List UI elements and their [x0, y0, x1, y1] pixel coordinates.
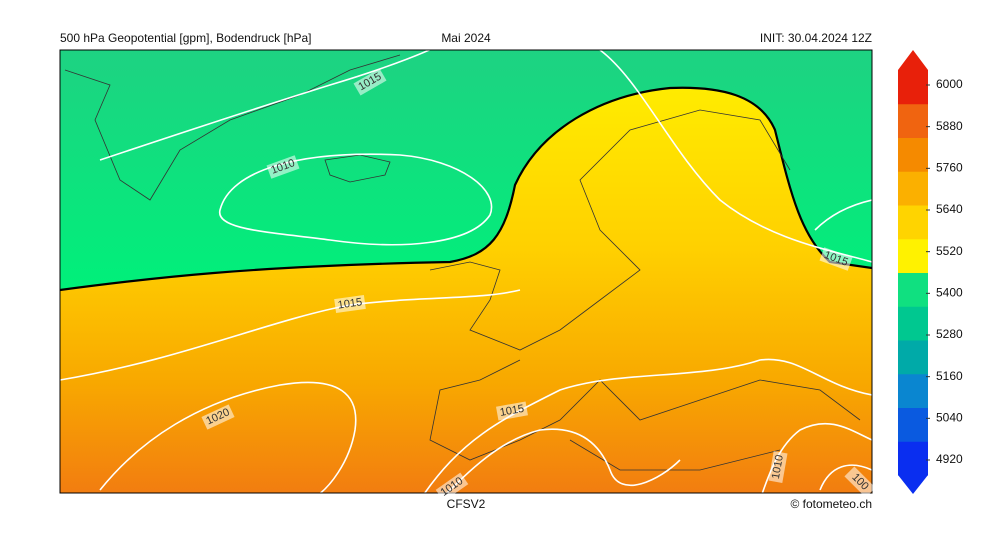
colorbar-band	[898, 205, 928, 240]
coast-greenland	[64, 54, 401, 201]
colorbar-band	[898, 407, 928, 442]
isobar-label-text: 1015	[337, 296, 363, 311]
isobar-label-bg	[496, 401, 528, 421]
isobar-label: 1015	[819, 247, 853, 271]
colorbar-tick-label: 6000	[936, 77, 963, 91]
colorbar-band	[898, 272, 928, 307]
isobar	[99, 50, 432, 161]
isobar-label-bg	[844, 466, 876, 498]
coast-europe	[429, 109, 861, 471]
isobar	[445, 422, 872, 493]
isobar-label-text: 1015	[499, 403, 525, 419]
colorbar-band	[898, 373, 928, 408]
isobar-label: 1010	[768, 451, 788, 483]
isobar-label-bg	[201, 404, 235, 430]
isobar-label-bg	[266, 155, 300, 179]
colorbar-band	[898, 340, 928, 375]
colorbar-band	[898, 103, 928, 138]
isobar-label: 1015	[334, 294, 366, 314]
isobar-label-text: 1010	[770, 454, 786, 480]
colorbar-tick-label: 5160	[936, 369, 963, 383]
colorbar-tick-label: 5640	[936, 202, 963, 216]
colorbar-band	[898, 238, 928, 273]
colorbar-tick-label: 4920	[936, 452, 963, 466]
map-frame	[59, 49, 873, 494]
isobar-label-bg	[435, 472, 469, 502]
header-right: INIT: 30.04.2024 12Z	[760, 31, 872, 45]
isobar	[219, 153, 493, 246]
colorbar-band	[898, 137, 928, 172]
colorbar-band	[898, 306, 928, 341]
colorbar-tick-label: 5880	[936, 119, 963, 133]
isobar-label-bg	[353, 68, 387, 96]
cold-field	[60, 50, 872, 290]
colorbar-tick-label: 5760	[936, 161, 963, 175]
colorbar-tick-label: 5280	[936, 327, 963, 341]
colorbar-min-arrow	[898, 475, 928, 494]
colorbar-band	[898, 441, 928, 476]
colorbar: 4920 5040 5160 5280 5400 5520 5640 5760 5880 6000	[898, 50, 963, 494]
map	[60, 50, 872, 493]
isobar-label-bg	[334, 294, 366, 314]
colorbar-tick-label: 5520	[936, 244, 963, 258]
footer-model: CFSV2	[447, 497, 486, 511]
isobar-label-bg	[819, 247, 853, 271]
isobar	[99, 381, 357, 493]
colorbar-tick-label: 5040	[936, 411, 963, 425]
colorbar-max-arrow	[898, 50, 928, 70]
isobar-label: 1010	[266, 155, 300, 179]
contour-5520	[60, 86, 872, 292]
colorbar-band	[898, 171, 928, 206]
header-left: 500 hPa Geopotential [gpm], Bodendruck […	[60, 31, 312, 45]
colorbar-band	[898, 70, 928, 105]
header-center: Mai 2024	[441, 31, 491, 45]
footer-credit: © fotometeo.ch	[790, 497, 872, 511]
isobar	[423, 358, 872, 493]
colorbar-tick-label: 5400	[936, 286, 963, 300]
isobar-label-bg	[768, 451, 788, 483]
isobar-label: 1015	[496, 401, 528, 421]
